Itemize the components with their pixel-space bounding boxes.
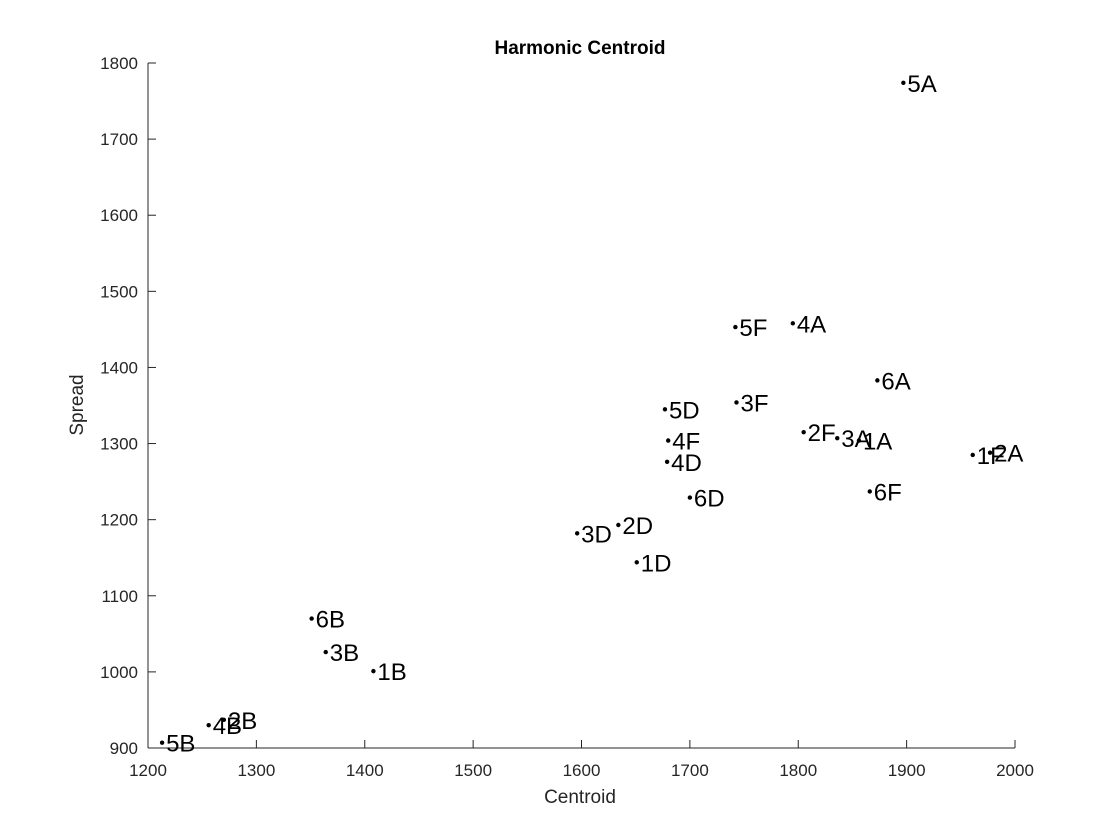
data-point-label: 2B [228, 708, 257, 735]
data-point-label: 1F [977, 443, 1005, 470]
y-tick-label: 1400 [100, 358, 138, 377]
data-point-label: 2D [622, 513, 653, 540]
data-point [801, 429, 806, 435]
data-point [875, 378, 880, 383]
data-point [616, 522, 621, 528]
data-point [574, 531, 580, 536]
data-point-label: 2F [808, 420, 836, 447]
data-point [664, 459, 670, 465]
data-point-label: 1B [377, 659, 406, 686]
x-axis-label: Centroid [544, 787, 616, 808]
data-point [901, 80, 906, 85]
data-point [371, 668, 376, 674]
y-tick-label: 1800 [100, 54, 138, 73]
x-tick-label: 1400 [346, 761, 384, 780]
data-point-label: 3B [330, 640, 359, 667]
data-point [159, 740, 165, 745]
x-tick-label: 1800 [779, 761, 817, 780]
data-point-label: 4F [672, 429, 700, 456]
data-point [987, 450, 993, 455]
data-point [687, 495, 693, 500]
x-tick-label: 1700 [671, 761, 709, 780]
y-ticks: 900 1000 1100 1200 1300 1400 1500 1600 1700 1800 [100, 54, 156, 758]
y-tick-label: 900 [110, 739, 138, 758]
data-point-label: 4A [797, 311, 826, 338]
data-point [867, 489, 872, 494]
x-tick-label: 1900 [888, 761, 926, 780]
data-point-label: 4B [213, 713, 242, 740]
data-point [835, 436, 840, 441]
data-point [856, 438, 862, 443]
data-point [221, 717, 227, 723]
y-tick-label: 1500 [100, 282, 138, 301]
data-point-label: 6B [316, 607, 345, 634]
y-tick-label: 1200 [100, 511, 138, 530]
data-point [634, 560, 639, 565]
y-tick-label: 1300 [100, 435, 138, 454]
data-point-label: 4D [671, 450, 702, 477]
data-point-label: 5F [739, 315, 767, 342]
y-tick-label: 1600 [100, 206, 138, 225]
data-point [662, 407, 668, 412]
data-point-label: 6A [881, 368, 910, 395]
data-point [790, 321, 796, 326]
y-tick-label: 1100 [101, 587, 138, 606]
x-tick-label: 1300 [237, 761, 275, 780]
data-point [733, 324, 738, 330]
y-axis-label: Spread [67, 374, 88, 435]
data-point-label: 6D [694, 486, 725, 513]
data-point-label: 3D [581, 521, 612, 548]
data-point-label: 1D [641, 550, 672, 577]
chart-title: Harmonic Centroid [494, 38, 665, 59]
data-point-label: 6F [874, 480, 902, 507]
data-point [734, 400, 739, 405]
data-point [666, 438, 671, 443]
y-tick-label: 1700 [100, 130, 138, 149]
data-point [206, 722, 211, 728]
data-point-label: 3F [740, 390, 768, 417]
data-point-label: 5B [166, 731, 195, 758]
data-point [309, 616, 314, 621]
x-tick-label: 1600 [563, 761, 601, 780]
x-tick-label: 1500 [454, 761, 492, 780]
data-point-label: 3A [841, 426, 870, 453]
data-point [323, 649, 328, 655]
data-point-label: 2A [994, 441, 1023, 468]
axes [147, 63, 1015, 749]
data-point [970, 452, 975, 458]
data-point-label: 5D [669, 397, 700, 424]
x-tick-label: 1200 [129, 761, 167, 780]
data-point-label: 1A [863, 429, 892, 456]
x-tick-label: 2000 [996, 761, 1034, 780]
x-ticks: 1200 1300 1400 1500 1600 1700 1800 1900 2000 [129, 740, 1034, 780]
data-point-label: 5A [907, 71, 936, 98]
y-tick-label: 1000 [100, 663, 138, 682]
